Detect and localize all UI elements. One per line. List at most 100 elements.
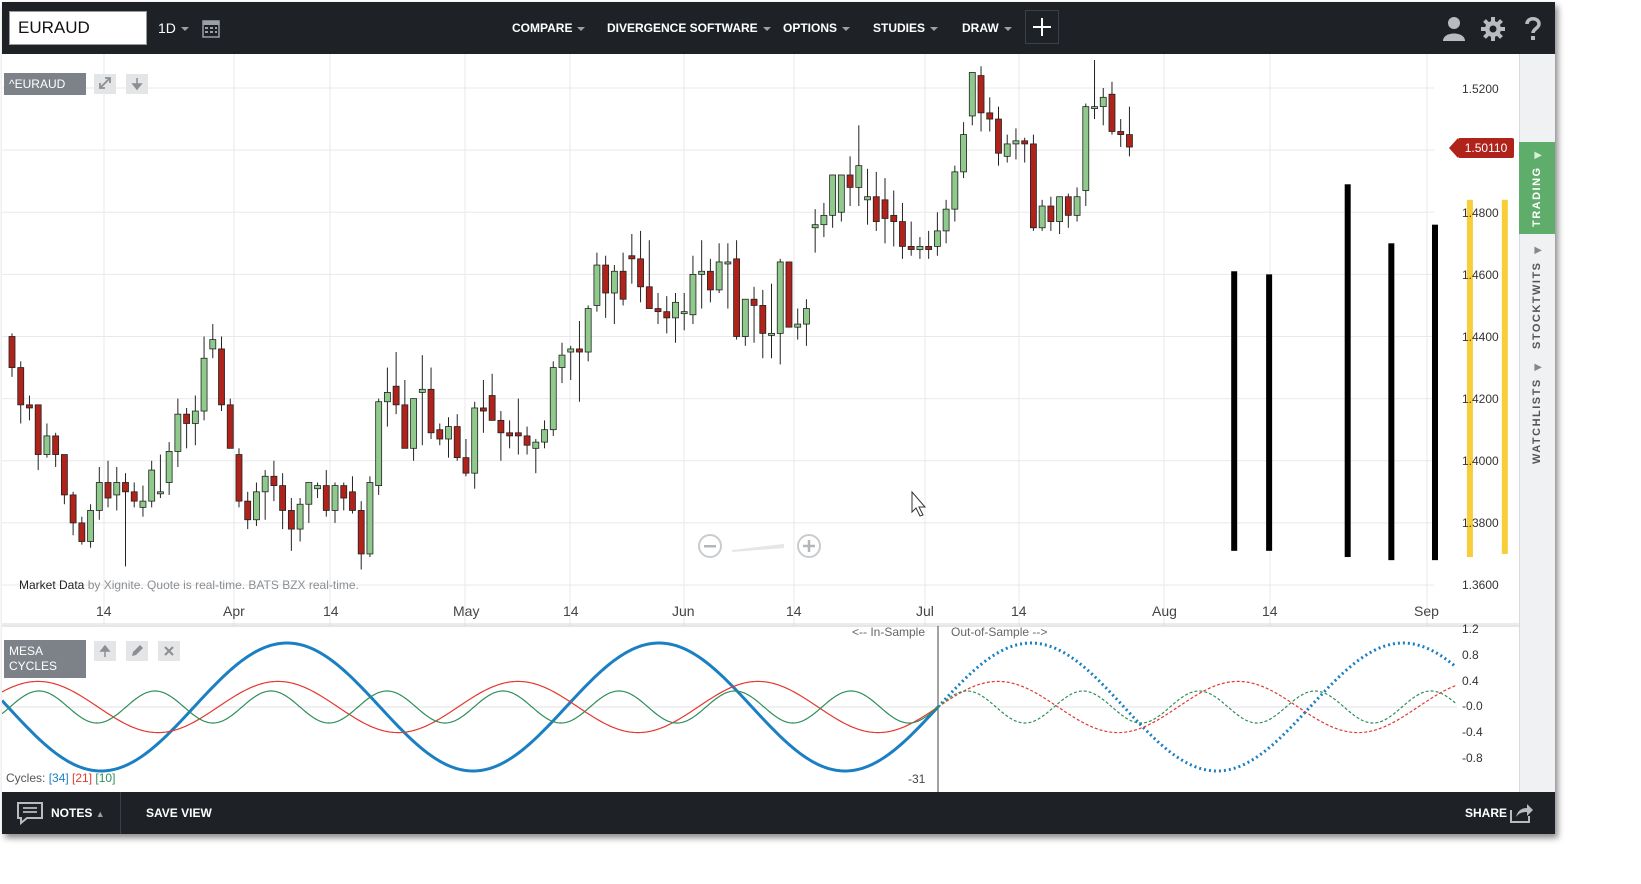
candle-body xyxy=(663,311,671,319)
candle-body xyxy=(462,457,470,474)
zoom-out-button[interactable] xyxy=(698,534,722,558)
y-axis-label: 1.3600 xyxy=(1462,578,1499,592)
notes-button[interactable]: NOTES ▲ xyxy=(51,806,105,820)
tab-trading[interactable]: TRADING ◀ xyxy=(1519,142,1555,234)
candle-body xyxy=(331,485,339,511)
candle-body xyxy=(174,413,182,452)
candle-body xyxy=(1038,205,1046,229)
move-down-button[interactable] xyxy=(126,74,148,94)
study-edit-button[interactable] xyxy=(126,641,148,661)
candle-body xyxy=(427,388,435,434)
candle-body xyxy=(366,482,374,555)
candle-body xyxy=(410,398,417,449)
yellow-projection-bar xyxy=(1501,199,1508,554)
x-axis-label: 14 xyxy=(323,603,339,619)
study-y-label: 0.8 xyxy=(1462,648,1479,662)
menu-studies[interactable]: STUDIES xyxy=(873,21,939,35)
candle-body xyxy=(576,348,583,353)
symbol-input[interactable] xyxy=(9,11,147,45)
candle-body xyxy=(750,298,758,306)
candle-body xyxy=(305,482,313,505)
candle-body xyxy=(654,308,662,313)
candle-body xyxy=(183,413,191,424)
notes-icon[interactable] xyxy=(16,801,44,825)
cycle-line-insample xyxy=(2,680,939,734)
menu-draw[interactable]: DRAW xyxy=(962,21,1012,35)
candle-body xyxy=(8,336,16,368)
share-button[interactable]: SHARE xyxy=(1465,806,1508,820)
tab-watchlists[interactable]: WATCHLISTS ◀ xyxy=(1519,358,1555,466)
y-axis-label: 1.4600 xyxy=(1462,268,1499,282)
candle-body xyxy=(829,174,837,216)
notes-label: NOTES xyxy=(51,806,93,820)
candle-body xyxy=(803,308,810,325)
menu-compare-label: COMPARE xyxy=(512,21,573,35)
candle-body xyxy=(87,510,94,542)
help-icon[interactable] xyxy=(1524,16,1542,42)
tab-stocktwits[interactable]: STOCKTWITS ◀ xyxy=(1519,242,1555,350)
study-remove-button[interactable] xyxy=(158,641,180,661)
y-axis-label: 1.4000 xyxy=(1462,454,1499,468)
candle-body xyxy=(392,385,400,406)
menu-compare[interactable]: COMPARE xyxy=(512,21,586,35)
candle-body xyxy=(951,171,959,210)
candle-body xyxy=(148,469,156,502)
y-axis-label: 1.4800 xyxy=(1462,206,1499,220)
zoom-slider[interactable] xyxy=(732,544,784,552)
candle-body xyxy=(715,261,723,291)
user-icon[interactable] xyxy=(1442,16,1466,42)
candle-body xyxy=(34,404,42,455)
study-move-up-button[interactable] xyxy=(94,641,116,661)
x-axis-label: May xyxy=(453,603,480,619)
candle-body xyxy=(122,482,129,493)
gear-icon[interactable] xyxy=(1480,16,1506,42)
candle-body xyxy=(497,419,505,434)
divider xyxy=(120,792,121,834)
expand-button[interactable] xyxy=(94,74,116,94)
candle-body xyxy=(864,196,871,201)
candle-body xyxy=(1047,205,1055,222)
cycles-legend: Cycles: [34] [21] [10] xyxy=(6,771,115,785)
candle-body xyxy=(942,208,950,232)
candle-body xyxy=(480,407,487,412)
candle-body xyxy=(724,261,732,265)
zoom-in-button[interactable] xyxy=(797,534,821,558)
calendar-icon[interactable] xyxy=(202,18,220,38)
candle-body xyxy=(820,214,828,226)
menu-draw-label: DRAW xyxy=(962,21,999,35)
study-y-label: -0.4 xyxy=(1462,725,1483,739)
candle-body xyxy=(453,426,461,459)
menu-options[interactable]: OPTIONS xyxy=(783,21,851,35)
market-data-text: by Xignite. Quote is real-time. BATS BZX… xyxy=(84,578,359,592)
candle-body xyxy=(78,522,86,542)
projection-markers xyxy=(1231,184,1508,561)
black-projection-bar xyxy=(1344,184,1351,558)
candle-series xyxy=(8,60,1133,570)
study-y-label: -0.0 xyxy=(1462,699,1483,713)
candle-body xyxy=(541,429,548,443)
candle-body xyxy=(1056,196,1063,222)
candle-body xyxy=(1091,106,1098,110)
candle-body xyxy=(218,348,225,406)
crosshair-button[interactable] xyxy=(1025,10,1059,44)
candle-body xyxy=(357,510,365,555)
expand-icon xyxy=(99,77,111,89)
candle-body xyxy=(17,367,25,406)
market-data-link[interactable]: Market Data xyxy=(19,578,85,592)
share-icon[interactable] xyxy=(1508,802,1534,824)
candle-body xyxy=(1082,106,1090,191)
candle-body xyxy=(104,482,112,499)
candle-body xyxy=(907,246,915,250)
x-axis-label: 14 xyxy=(786,603,802,619)
candle-body xyxy=(837,174,845,213)
candle-body xyxy=(759,305,767,334)
save-view-button[interactable]: SAVE VIEW xyxy=(146,806,212,820)
y-axis-label: 1.4200 xyxy=(1462,392,1499,406)
cycle-10: [10] xyxy=(95,771,116,785)
period-dropdown[interactable]: 1D xyxy=(158,20,189,36)
menu-divergence-software[interactable]: DIVERGENCE SOFTWARE xyxy=(607,21,771,35)
candle-body xyxy=(322,485,330,511)
price-chart[interactable] xyxy=(2,54,1519,792)
candle-body xyxy=(383,392,391,403)
candle-body xyxy=(314,485,321,490)
